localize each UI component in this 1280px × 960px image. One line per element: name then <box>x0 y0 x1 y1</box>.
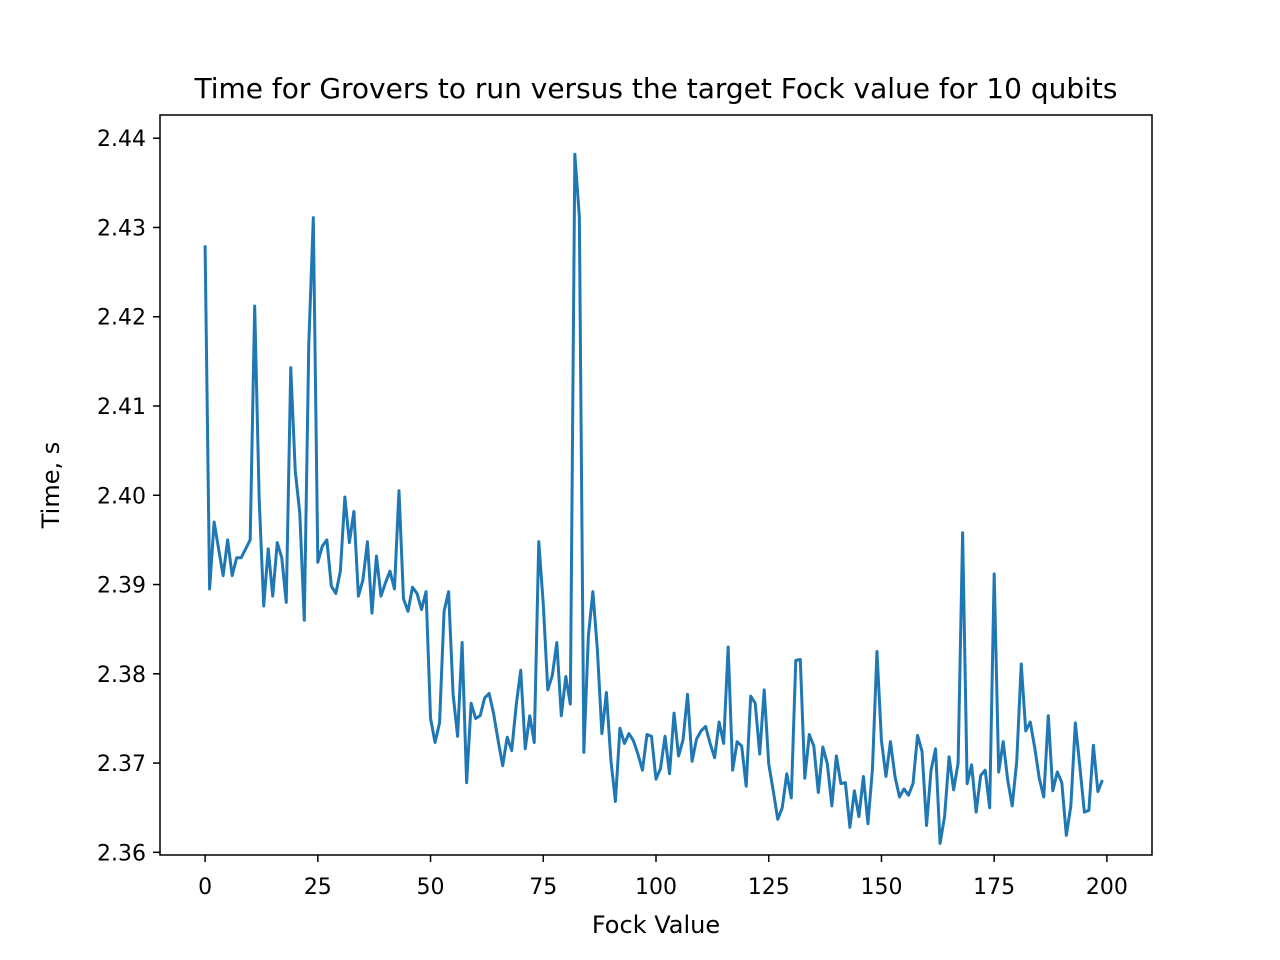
x-axis-label: Fock Value <box>592 911 720 939</box>
y-tick-label: 2.44 <box>97 127 146 152</box>
x-tick-label: 50 <box>417 875 445 900</box>
x-tick-label: 150 <box>860 875 902 900</box>
x-tick-label: 75 <box>529 875 557 900</box>
x-axis: 0 25 50 75 100 125 150 175 200 <box>198 855 1128 900</box>
chart-title: Time for Grovers to run versus the targe… <box>194 72 1118 105</box>
x-tick-label: 175 <box>973 875 1015 900</box>
y-tick-label: 2.39 <box>97 574 146 599</box>
x-tick-label: 100 <box>635 875 677 900</box>
x-tick-label: 125 <box>748 875 790 900</box>
plot-area <box>159 114 1153 856</box>
x-tick-label: 200 <box>1086 875 1128 900</box>
y-tick-label: 2.41 <box>97 395 146 420</box>
y-tick-label: 2.42 <box>97 306 146 331</box>
y-tick-label: 2.40 <box>97 484 146 509</box>
y-tick-label: 2.36 <box>97 841 146 866</box>
y-axis: 2.36 2.37 2.38 2.39 2.40 2.41 2.42 2.43 2.44 <box>97 127 160 866</box>
y-tick-label: 2.43 <box>97 216 146 241</box>
y-tick-label: 2.37 <box>97 752 146 777</box>
y-axis-label: Time, s <box>37 442 65 530</box>
series-line <box>203 152 1104 845</box>
x-tick-label: 0 <box>198 875 212 900</box>
y-tick-label: 2.38 <box>97 663 146 688</box>
x-tick-label: 25 <box>304 875 332 900</box>
